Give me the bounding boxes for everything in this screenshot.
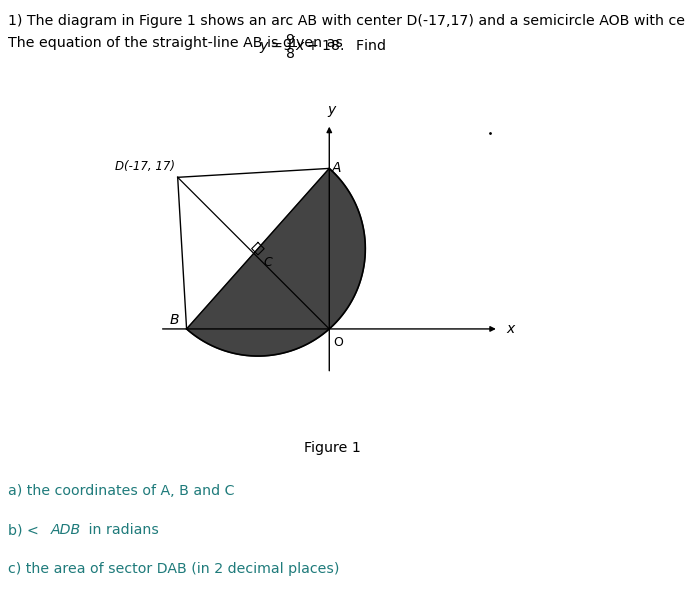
Text: 1) The diagram in Figure 1 shows an arc AB with center D(-17,17) and a semicircl: 1) The diagram in Figure 1 shows an arc … xyxy=(8,14,686,28)
Text: $y$: $y$ xyxy=(327,104,338,119)
Text: $x$: $x$ xyxy=(506,322,517,336)
Text: a) the coordinates of A, B and C: a) the coordinates of A, B and C xyxy=(8,484,235,498)
Text: B: B xyxy=(170,313,180,327)
Polygon shape xyxy=(187,168,366,356)
Text: A: A xyxy=(332,160,342,174)
Text: Figure 1: Figure 1 xyxy=(305,441,361,455)
Text: in radians: in radians xyxy=(84,523,158,537)
Text: $y = \dfrac{9}{8}x + 18.$  Find: $y = \dfrac{9}{8}x + 18.$ Find xyxy=(259,33,387,61)
Text: O: O xyxy=(333,336,344,349)
Text: b) <: b) < xyxy=(8,523,43,537)
Text: D(-17, 17): D(-17, 17) xyxy=(115,160,175,173)
Text: ADB: ADB xyxy=(51,523,81,537)
Text: The equation of the straight-line AB is given as: The equation of the straight-line AB is … xyxy=(8,36,348,50)
Text: c) the area of sector DAB (in 2 decimal places): c) the area of sector DAB (in 2 decimal … xyxy=(8,562,340,577)
Text: C: C xyxy=(263,256,272,269)
